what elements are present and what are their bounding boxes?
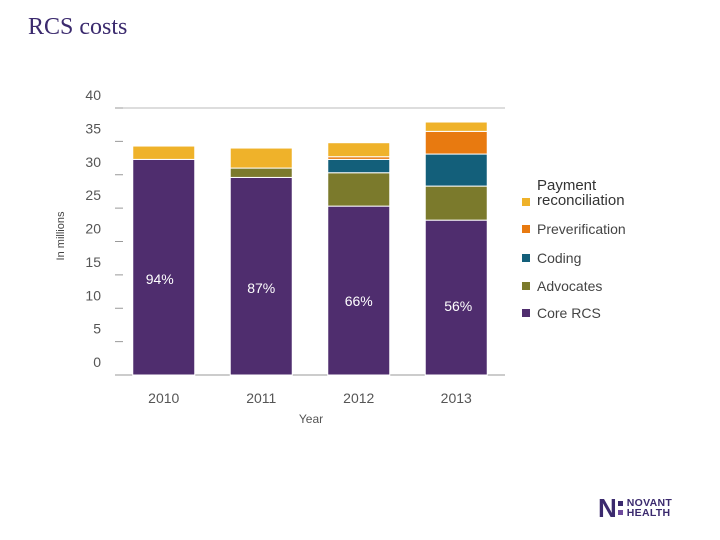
y-tick-label: 35 [85, 120, 101, 136]
logo-wordmark: NOVANT HEALTH [626, 497, 673, 519]
x-tick-label: 2013 [441, 390, 472, 406]
bar-segment-payment-reconciliation [327, 142, 391, 158]
bar-segment-payment-reconciliation [424, 121, 488, 132]
y-axis-label: In millions [55, 211, 67, 260]
x-tick-label: 2010 [148, 390, 179, 406]
novant-health-logo: N NOVANT HEALTH [598, 493, 673, 523]
bar-segment-coding [327, 158, 391, 174]
bars [132, 121, 488, 376]
logo-n-mark: N [598, 493, 617, 523]
bar-percent-label: 56% [444, 298, 472, 314]
logo-colon-mark [617, 499, 623, 517]
bar-segment-core-rcs [424, 219, 488, 376]
legend-swatch [522, 225, 530, 233]
bar-segment-preverification [424, 130, 488, 155]
bar-segment-advocates [229, 167, 293, 178]
legend-label: Core RCS [537, 305, 601, 321]
y-tick-label: 20 [85, 221, 101, 237]
y-tick-label: 15 [85, 254, 101, 270]
legend-swatch [522, 254, 530, 262]
x-tick-label: 2012 [343, 390, 374, 406]
y-tick-label: 40 [85, 87, 101, 103]
x-axis-ticks: 2010 2011 2012 2013 [148, 390, 472, 406]
bar-segment-payment-reconciliation [132, 145, 196, 160]
bar-segment-payment-reconciliation [229, 147, 293, 169]
bar-labels: 94% 87% 66% 56% [146, 271, 473, 314]
y-tick-label: 0 [93, 354, 101, 370]
bar-segment-advocates [327, 172, 391, 207]
logo-sub: HEALTH [626, 507, 671, 519]
logo-name: NOVANT [626, 497, 673, 509]
legend-swatch [522, 309, 530, 317]
bar-segment-core-rcs [327, 205, 391, 376]
x-axis-label: Year [299, 412, 323, 426]
y-axis-ticks: 0 5 10 15 20 25 30 35 40 [85, 87, 101, 370]
bar-segment-core-rcs [132, 158, 196, 376]
legend-item: Core RCS [522, 306, 601, 320]
bar-segment-core-rcs [229, 176, 293, 376]
legend-label: Payment reconciliation [537, 177, 625, 209]
y-tick-label: 5 [93, 321, 101, 337]
y-tick-label: 10 [85, 287, 101, 303]
bar-segment-advocates [424, 185, 488, 221]
legend-item: Advocates [522, 279, 602, 293]
y-tick-label: 30 [85, 154, 101, 170]
bar-percent-label: 94% [146, 271, 174, 287]
legend-swatch [522, 282, 530, 290]
x-tick-label: 2011 [246, 390, 276, 406]
legend-label: Preverification [537, 221, 626, 237]
bar-segment-coding [424, 153, 488, 187]
bar-percent-label: 66% [345, 293, 373, 309]
y-tick-label: 25 [85, 187, 101, 203]
legend-item: Coding [522, 251, 581, 265]
legend-item: Payment reconciliation [522, 178, 657, 208]
legend-label: Coding [537, 250, 582, 266]
slide-title: RCS costs [28, 14, 128, 40]
legend-swatch [522, 198, 530, 206]
legend-label: Advocates [537, 278, 603, 294]
legend-item: Preverification [522, 222, 626, 236]
bar-percent-label: 87% [247, 280, 275, 296]
